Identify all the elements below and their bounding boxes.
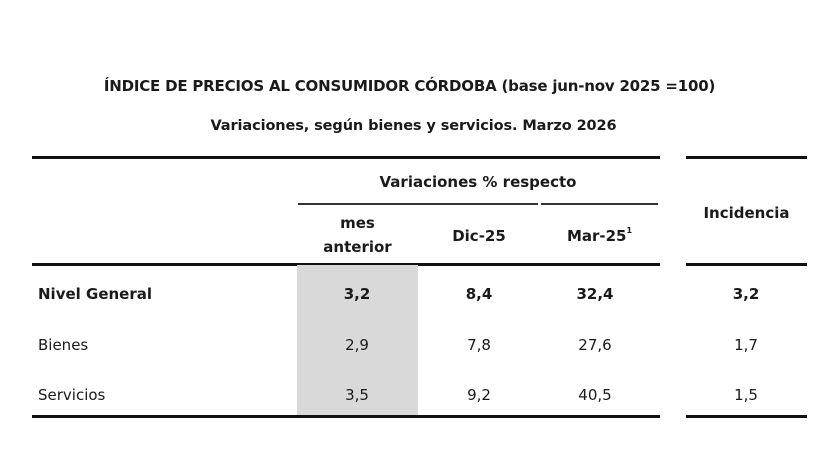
top-rule-incidencia	[686, 156, 807, 159]
cell-nivel-general-incidencia: 3,2	[732, 285, 760, 303]
table-subtitle: Variaciones, según bienes y servicios. M…	[210, 118, 617, 134]
cell-nivel-general-dic25: 8,4	[465, 285, 493, 303]
footnote-marker: 1	[626, 226, 633, 235]
cell-servicios-incidencia: 1,5	[734, 386, 758, 404]
group-header: Variaciones % respecto	[379, 173, 577, 191]
col-header-anterior: anterior	[323, 238, 392, 256]
cell-servicios-dic25: 9,2	[467, 386, 491, 404]
cell-nivel-general-mes-anterior: 3,2	[343, 285, 371, 303]
row-label-servicios: Servicios	[38, 386, 106, 404]
cell-servicios-mes-anterior: 3,5	[345, 386, 369, 404]
header-rule-incidencia	[686, 263, 807, 266]
bottom-rule-incidencia	[686, 415, 807, 418]
col-header-incidencia: Incidencia	[703, 204, 790, 222]
group-rule-right	[541, 203, 658, 205]
row-label-bienes: Bienes	[38, 336, 89, 354]
cell-bienes-mes-anterior: 2,9	[345, 336, 369, 354]
col-header-mar25: Mar-251	[541, 226, 658, 245]
cell-nivel-general-mar25: 32,4	[576, 285, 614, 303]
top-rule-main	[32, 156, 660, 159]
col-header-mes-anterior: mes anterior	[297, 211, 418, 259]
cell-servicios-mar25: 40,5	[578, 386, 612, 404]
col-header-mes: mes	[340, 214, 375, 232]
header-rule-main	[32, 263, 660, 266]
row-label-nivel-general: Nivel General	[38, 285, 153, 303]
bottom-rule-main	[32, 415, 660, 418]
cell-bienes-incidencia: 1,7	[734, 336, 758, 354]
table-title: ÍNDICE DE PRECIOS AL CONSUMIDOR CÓRDOBA …	[103, 77, 716, 95]
group-rule-left	[298, 203, 538, 205]
col-header-mar25-label: Mar-25	[566, 227, 627, 245]
cell-bienes-mar25: 27,6	[578, 336, 612, 354]
highlight-column-mes-anterior	[297, 265, 418, 415]
cell-bienes-dic25: 7,8	[467, 336, 491, 354]
col-header-dic25: Dic-25	[452, 227, 506, 245]
